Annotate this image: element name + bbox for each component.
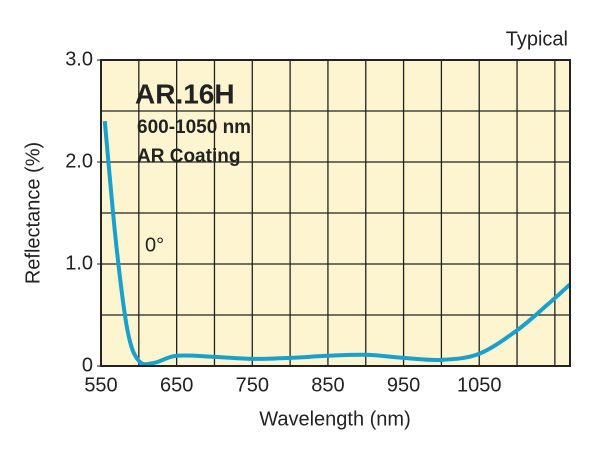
subtitle: 600-1050 nm [137,117,251,138]
x-tick-label: 650 [160,374,193,396]
x-tick-label: 850 [311,374,344,396]
x-tick-label: 1050 [457,374,502,396]
y-axis-label: Reflectance (%) [22,142,44,284]
y-tick-label: 1.0 [65,252,93,274]
x-axis-label: Wavelength (nm) [259,408,411,430]
x-tick-label: 550 [84,374,117,396]
plot-frame [100,59,571,367]
x-tick-label: 750 [236,374,269,396]
data-line [102,121,572,367]
annotation: 0° [145,234,164,256]
y-tick-label: 2.0 [65,150,93,172]
corner-note: Typical [506,28,568,50]
subtitle: AR Coating [137,146,240,167]
y-tick-label: 0 [82,354,93,376]
x-tick-label: 950 [387,374,420,396]
chart-title: AR.16H [135,78,235,109]
y-tick-label: 3.0 [65,48,93,70]
